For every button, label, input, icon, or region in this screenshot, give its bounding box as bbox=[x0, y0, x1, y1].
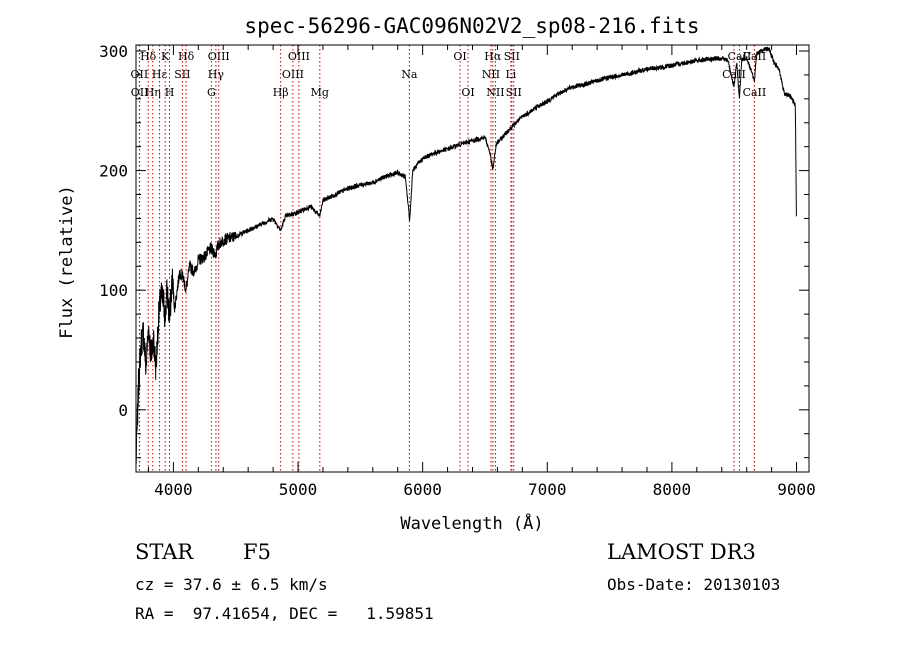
x-axis-label: Wavelength (Å) bbox=[400, 512, 543, 534]
line-label: OIII bbox=[288, 50, 310, 63]
line-label: Hε bbox=[152, 68, 168, 81]
line-label: SII bbox=[506, 86, 522, 99]
line-label: OI bbox=[461, 86, 474, 99]
line-label: Hη bbox=[145, 86, 161, 99]
line-label: OII bbox=[131, 86, 149, 99]
y-tick-label: 0 bbox=[118, 401, 128, 420]
x-tick-label: 4000 bbox=[154, 480, 193, 499]
flux-series bbox=[135, 46, 797, 464]
line-label: CaII bbox=[743, 86, 767, 99]
x-tick-label: 8000 bbox=[653, 480, 692, 499]
line-label: Mg bbox=[311, 86, 329, 99]
line-label: SII bbox=[174, 68, 190, 81]
obs-date-text: Obs-Date: 20130103 bbox=[607, 575, 781, 594]
spectrum-chart: spec-56296-GAC096N02V2_sp08-216.fits Hδ O… bbox=[57, 14, 816, 534]
object-subclass: F5 bbox=[243, 540, 271, 564]
axis-ticks: 4000 5000 6000 7000 8000 9000 0 100 200 300 bbox=[99, 42, 816, 499]
x-tick-label: 7000 bbox=[528, 480, 567, 499]
line-label: Hβ bbox=[273, 86, 289, 99]
plot-frame bbox=[135, 44, 810, 473]
line-label: OIII bbox=[208, 50, 230, 63]
object-class: STAR bbox=[135, 540, 194, 564]
line-label: Hα bbox=[484, 50, 502, 63]
redshift-text: cz = 37.6 ± 6.5 km/s bbox=[135, 575, 328, 594]
x-tick-label: 6000 bbox=[403, 480, 442, 499]
line-label: Hγ bbox=[208, 68, 225, 81]
line-label: OIII bbox=[282, 68, 304, 81]
line-label: SII bbox=[504, 50, 520, 63]
coordinates-text: RA = 97.41654, DEC = 1.59851 bbox=[135, 604, 434, 623]
line-label: OI bbox=[453, 50, 466, 63]
line-label: Hδ bbox=[178, 50, 195, 63]
y-tick-label: 300 bbox=[99, 42, 128, 61]
line-label: CaII bbox=[743, 50, 767, 63]
line-label: Li bbox=[505, 68, 516, 81]
line-label: G bbox=[207, 86, 216, 99]
flux-line bbox=[135, 46, 797, 464]
line-label: K bbox=[161, 50, 170, 63]
x-tick-label: 5000 bbox=[279, 480, 318, 499]
y-tick-label: 200 bbox=[99, 162, 128, 181]
survey-name: LAMOST DR3 bbox=[607, 540, 756, 564]
y-tick-label: 100 bbox=[99, 281, 128, 300]
line-label: H bbox=[165, 86, 175, 99]
y-axis-label: Flux (relative) bbox=[57, 185, 77, 339]
x-tick-label: 9000 bbox=[777, 480, 816, 499]
line-label: Na bbox=[401, 68, 418, 81]
chart-title: spec-56296-GAC096N02V2_sp08-216.fits bbox=[244, 14, 699, 38]
line-label: Hδ bbox=[140, 50, 157, 63]
line-label: CaII bbox=[722, 68, 746, 81]
line-label: NII bbox=[482, 68, 500, 81]
line-label: NII bbox=[486, 86, 504, 99]
